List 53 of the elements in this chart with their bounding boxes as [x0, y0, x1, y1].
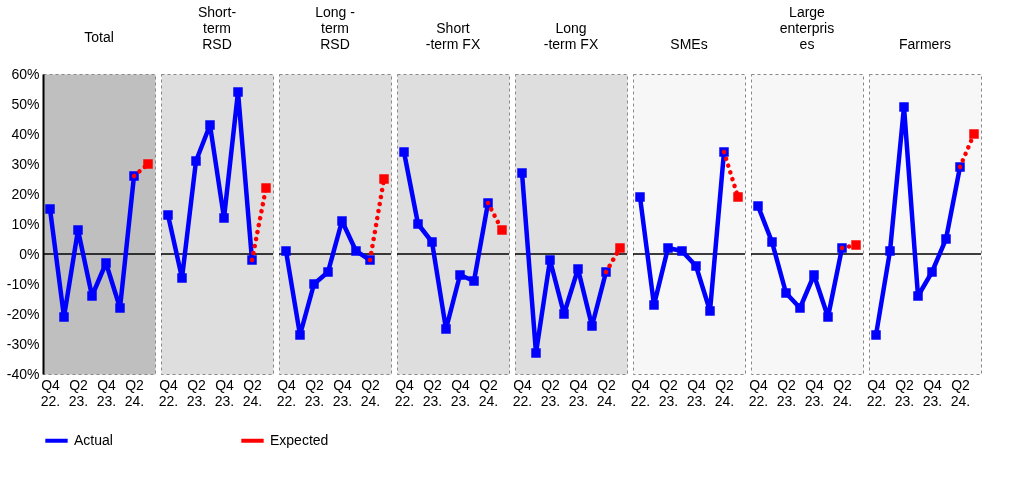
x-tick-label: Q4 23.	[568, 376, 589, 409]
y-tick-label: 50%	[11, 95, 40, 112]
chart-title: Total	[84, 29, 114, 45]
x-tick-label: Q4 22.	[748, 376, 769, 409]
y-tick-label: -10%	[6, 275, 40, 292]
x-tick-label: Q4 23.	[96, 376, 117, 409]
chart-title: Farmers	[898, 36, 952, 52]
chart-title: Short- term RSD	[197, 4, 237, 52]
x-tick-label: Q2 24.	[714, 376, 735, 409]
y-tick-label: 60%	[11, 65, 40, 82]
x-tick-label: Q2 24.	[596, 376, 617, 409]
x-tick-label: Q2 23.	[776, 376, 797, 409]
x-tick-label: Q4 23.	[332, 376, 353, 409]
x-tick-label: Q2 23.	[422, 376, 443, 409]
x-tick-label: Q2 24.	[478, 376, 499, 409]
y-tick-label: 0%	[19, 245, 40, 262]
x-tick-label: Q4 22.	[158, 376, 179, 409]
chart-title: Short -term FX	[425, 20, 481, 52]
x-tick-label: Q4 22.	[394, 376, 415, 409]
x-tick-label: Q2 23.	[186, 376, 207, 409]
x-tick-label: Q2 23.	[68, 376, 89, 409]
x-tick-label: Q2 23.	[304, 376, 325, 409]
y-tick-label: 20%	[11, 185, 40, 202]
chart-title: Long -term FX	[543, 20, 599, 52]
x-tick-label: Q4 22.	[512, 376, 533, 409]
x-tick-label: Q4 23.	[686, 376, 707, 409]
y-tick-label: 40%	[11, 125, 40, 142]
chart-title: Long - term RSD	[315, 4, 356, 52]
x-tick-label: Q4 22.	[276, 376, 297, 409]
x-tick-label: Q4 23.	[450, 376, 471, 409]
y-tick-label: -30%	[6, 335, 40, 352]
x-tick-label: Q4 22.	[40, 376, 61, 409]
y-tick-label: -20%	[6, 305, 40, 322]
x-tick-label: Q4 23.	[214, 376, 235, 409]
legend-label: Actual	[74, 431, 113, 448]
y-tick-label: 30%	[11, 155, 40, 172]
chart-title: SMEs	[670, 36, 708, 52]
x-tick-label: Q2 24.	[950, 376, 971, 409]
x-tick-label: Q2 23.	[658, 376, 679, 409]
y-tick-label: -40%	[6, 365, 40, 382]
x-tick-label: Q2 24.	[360, 376, 381, 409]
y-tick-label: 10%	[11, 215, 40, 232]
x-tick-label: Q2 24.	[124, 376, 145, 409]
x-tick-label: Q2 23.	[540, 376, 561, 409]
x-tick-label: Q4 23.	[922, 376, 943, 409]
x-tick-label: Q2 24.	[242, 376, 263, 409]
x-tick-label: Q4 22.	[866, 376, 887, 409]
legend-label: Expected	[270, 431, 329, 448]
chart-title: Large enterpris es	[779, 4, 835, 52]
x-tick-label: Q4 23.	[804, 376, 825, 409]
x-tick-label: Q4 22.	[630, 376, 651, 409]
x-tick-label: Q2 24.	[832, 376, 853, 409]
x-tick-label: Q2 23.	[894, 376, 915, 409]
